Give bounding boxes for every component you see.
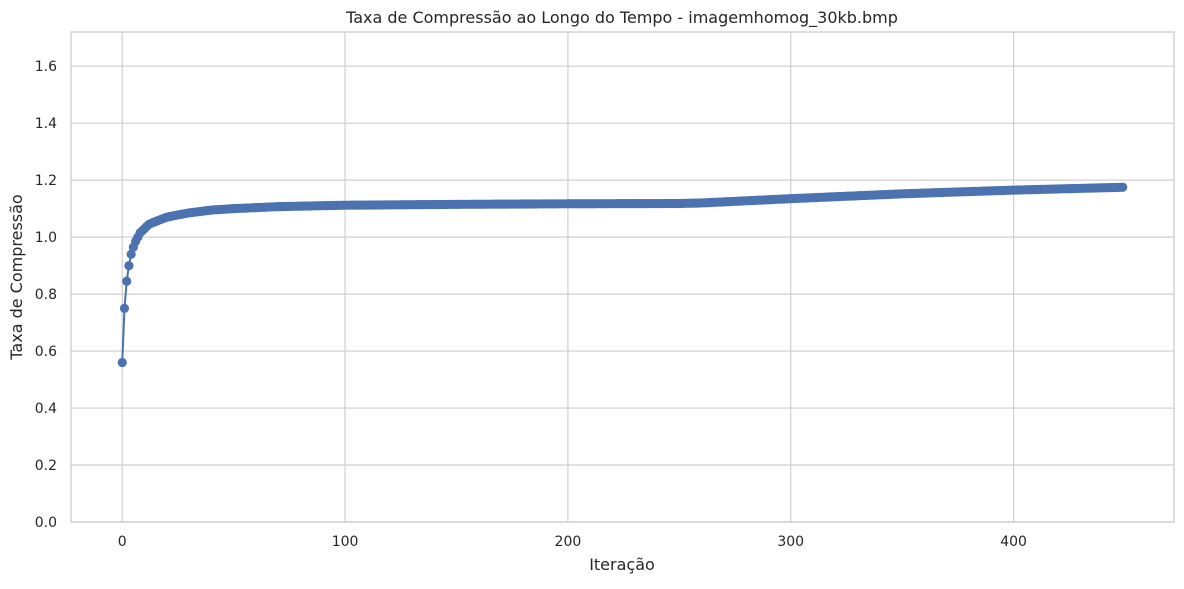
x-tick-label: 300	[777, 534, 804, 550]
plot-frame	[70, 31, 1175, 523]
y-tick-label: 1.0	[35, 230, 57, 246]
y-tick-label: 0.0	[35, 515, 57, 531]
chart-title: Taxa de Compressão ao Longo do Tempo - i…	[345, 8, 898, 28]
data-point	[119, 303, 130, 313]
grid	[71, 32, 1174, 523]
x-tick-label: 200	[555, 534, 582, 550]
y-tick-label: 0.4	[35, 401, 57, 417]
y-tick-label: 0.2	[35, 458, 57, 474]
data-point	[122, 276, 132, 286]
x-tick-label: 400	[1000, 534, 1027, 550]
y-tick-label: 1.6	[35, 59, 57, 75]
y-tick-label: 0.8	[35, 287, 57, 303]
series-line	[121, 186, 1123, 363]
x-tick-label: 100	[332, 534, 359, 550]
y-tick-label: 1.2	[35, 173, 57, 189]
x-axis-ticks: 0 100 200 300 400	[118, 534, 1027, 550]
series-markers	[117, 182, 1128, 368]
y-axis-ticks: 0.0 0.2 0.4 0.6 0.8 1.0 1.2 1.4 1.6	[35, 59, 57, 531]
y-tick-label: 0.6	[35, 344, 57, 360]
y-tick-label: 1.4	[35, 116, 57, 132]
data-point	[124, 261, 134, 271]
x-tick-label: 0	[118, 534, 127, 550]
data-point	[1118, 182, 1128, 192]
x-axis-label: Iteração	[589, 555, 655, 574]
data-point	[117, 357, 127, 368]
data-point	[126, 249, 136, 259]
y-axis-label: Taxa de Compressão	[7, 194, 26, 360]
